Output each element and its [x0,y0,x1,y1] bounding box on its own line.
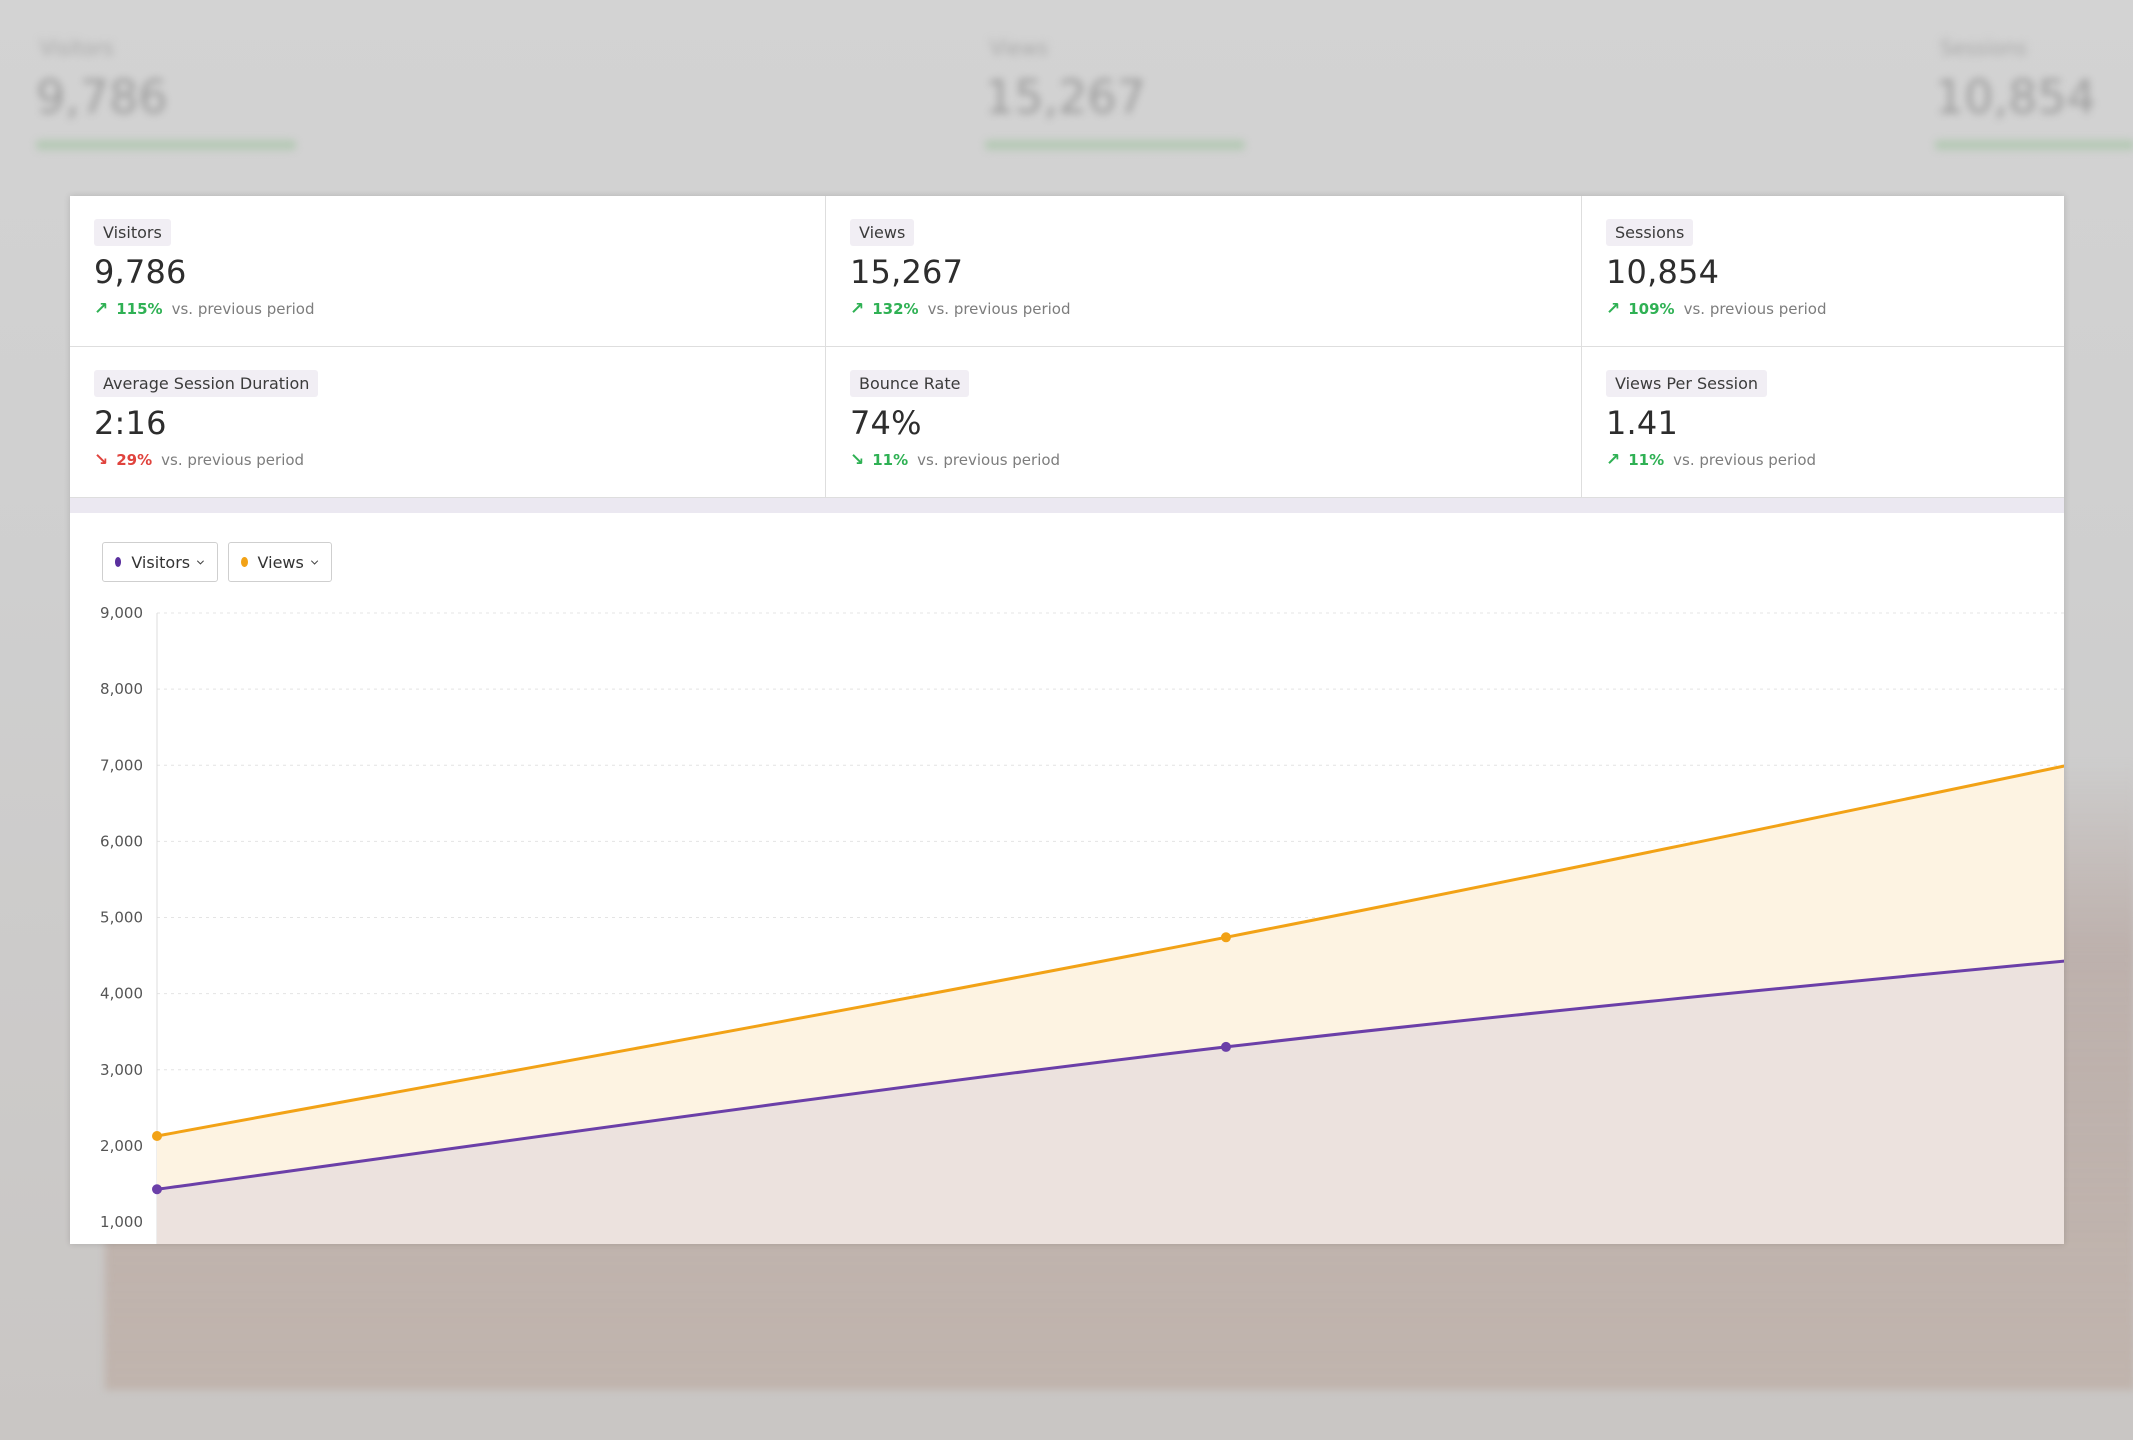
series-select-views[interactable]: Views [228,542,332,582]
analytics-card: Visitors 9,786 ↗ 115% vs. previous perio… [70,196,2064,1244]
data-point-visitors[interactable] [152,1184,162,1195]
y-tick-label: 6,000 [100,832,143,850]
data-point-views[interactable] [152,1130,162,1141]
metrics-grid: Visitors 9,786 ↗ 115% vs. previous perio… [70,196,2064,498]
bg-value-views: 15,267 [985,70,1146,124]
section-divider [70,498,2064,513]
metric-value: 2:16 [94,404,167,442]
arrow-up-right-icon: ↗ [850,299,865,319]
bg-value-sessions: 10,854 [1935,70,2096,124]
metric-value: 9,786 [94,253,187,291]
metric-change-percent: 132% [872,300,919,318]
series-select-label: Visitors [131,552,191,572]
metric-views[interactable]: Views 15,267 ↗ 132% vs. previous period [826,196,1582,347]
series-select-visitors[interactable]: Visitors [102,542,218,582]
y-tick-label: 5,000 [100,909,143,927]
bg-change-bar [1935,140,2133,150]
metric-change-suffix: vs. previous period [1683,300,1827,318]
bg-change-bar [36,140,296,150]
y-tick-label: 2,000 [100,1137,143,1155]
visitors-dot-icon [115,557,122,567]
metric-change-suffix: vs. previous period [171,300,315,318]
arrow-down-right-icon: ↘ [94,450,109,470]
views-dot-icon [241,557,248,567]
metric-change-suffix: vs. previous period [1673,451,1817,469]
metric-change-percent: 109% [1628,300,1675,318]
y-tick-label: 4,000 [100,985,143,1003]
metric-value: 1.41 [1606,404,1679,442]
metric-average-session-duration[interactable]: Average Session Duration 2:16 ↘ 29% vs. … [70,347,826,498]
arrow-up-right-icon: ↗ [1606,299,1621,319]
bg-change-bar [985,140,1245,150]
metric-value: 10,854 [1606,253,1720,291]
chevron-down-icon [310,560,319,565]
metric-bounce-rate[interactable]: Bounce Rate 74% ↘ 11% vs. previous perio… [826,347,1582,498]
arrow-up-right-icon: ↗ [94,299,109,319]
y-tick-label: 8,000 [100,680,143,698]
metric-views-per-session[interactable]: Views Per Session 1.41 ↗ 11% vs. previou… [1582,347,2064,498]
metric-change-percent: 11% [872,451,909,469]
y-tick-label: 1,000 [100,1213,143,1231]
visitors-views-chart: 9,000 8,000 7,000 6,000 5,000 4,000 3,000 2,000… [100,604,2064,1244]
metric-change-suffix: vs. previous period [161,451,305,469]
metric-label: Average Session Duration [94,370,319,397]
metric-change-suffix: vs. previous period [917,451,1061,469]
metric-change: ↘ 29% vs. previous period [94,450,825,470]
arrow-down-right-icon: ↘ [850,450,865,470]
metric-change-percent: 115% [116,300,163,318]
metric-sessions[interactable]: Sessions 10,854 ↗ 109% vs. previous peri… [1582,196,2064,347]
series-area-visitors [157,961,2064,1244]
arrow-up-right-icon: ↗ [1606,450,1621,470]
data-point-visitors[interactable] [1221,1041,1231,1052]
metric-label: Sessions [1606,219,1694,246]
metric-label: Visitors [94,219,171,246]
metric-value: 74% [850,404,922,442]
bg-label-sessions: Sessions [1940,36,2027,60]
metric-label: Bounce Rate [850,370,970,397]
metric-change: ↗ 115% vs. previous period [94,299,825,319]
metric-label: Views Per Session [1606,370,1768,397]
data-point-views[interactable] [1221,932,1231,943]
y-tick-label: 7,000 [100,756,143,774]
metric-change: ↗ 109% vs. previous period [1606,299,2064,319]
metric-change-suffix: vs. previous period [927,300,1071,318]
series-select-label: Views [257,552,304,572]
bg-label-views: Views [990,36,1048,60]
y-tick-label: 3,000 [100,1061,143,1079]
metric-change-percent: 29% [116,451,153,469]
metric-change: ↗ 132% vs. previous period [850,299,1581,319]
metric-value: 15,267 [850,253,964,291]
metric-change: ↘ 11% vs. previous period [850,450,1581,470]
bg-label-visitors: Visitors [40,36,114,60]
metric-visitors[interactable]: Visitors 9,786 ↗ 115% vs. previous perio… [70,196,826,347]
metric-change: ↗ 11% vs. previous period [1606,450,2064,470]
y-tick-label: 9,000 [100,604,143,622]
bg-value-visitors: 9,786 [36,70,168,124]
chevron-down-icon [197,560,205,565]
metric-change-percent: 11% [1628,451,1665,469]
metric-label: Views [850,219,915,246]
